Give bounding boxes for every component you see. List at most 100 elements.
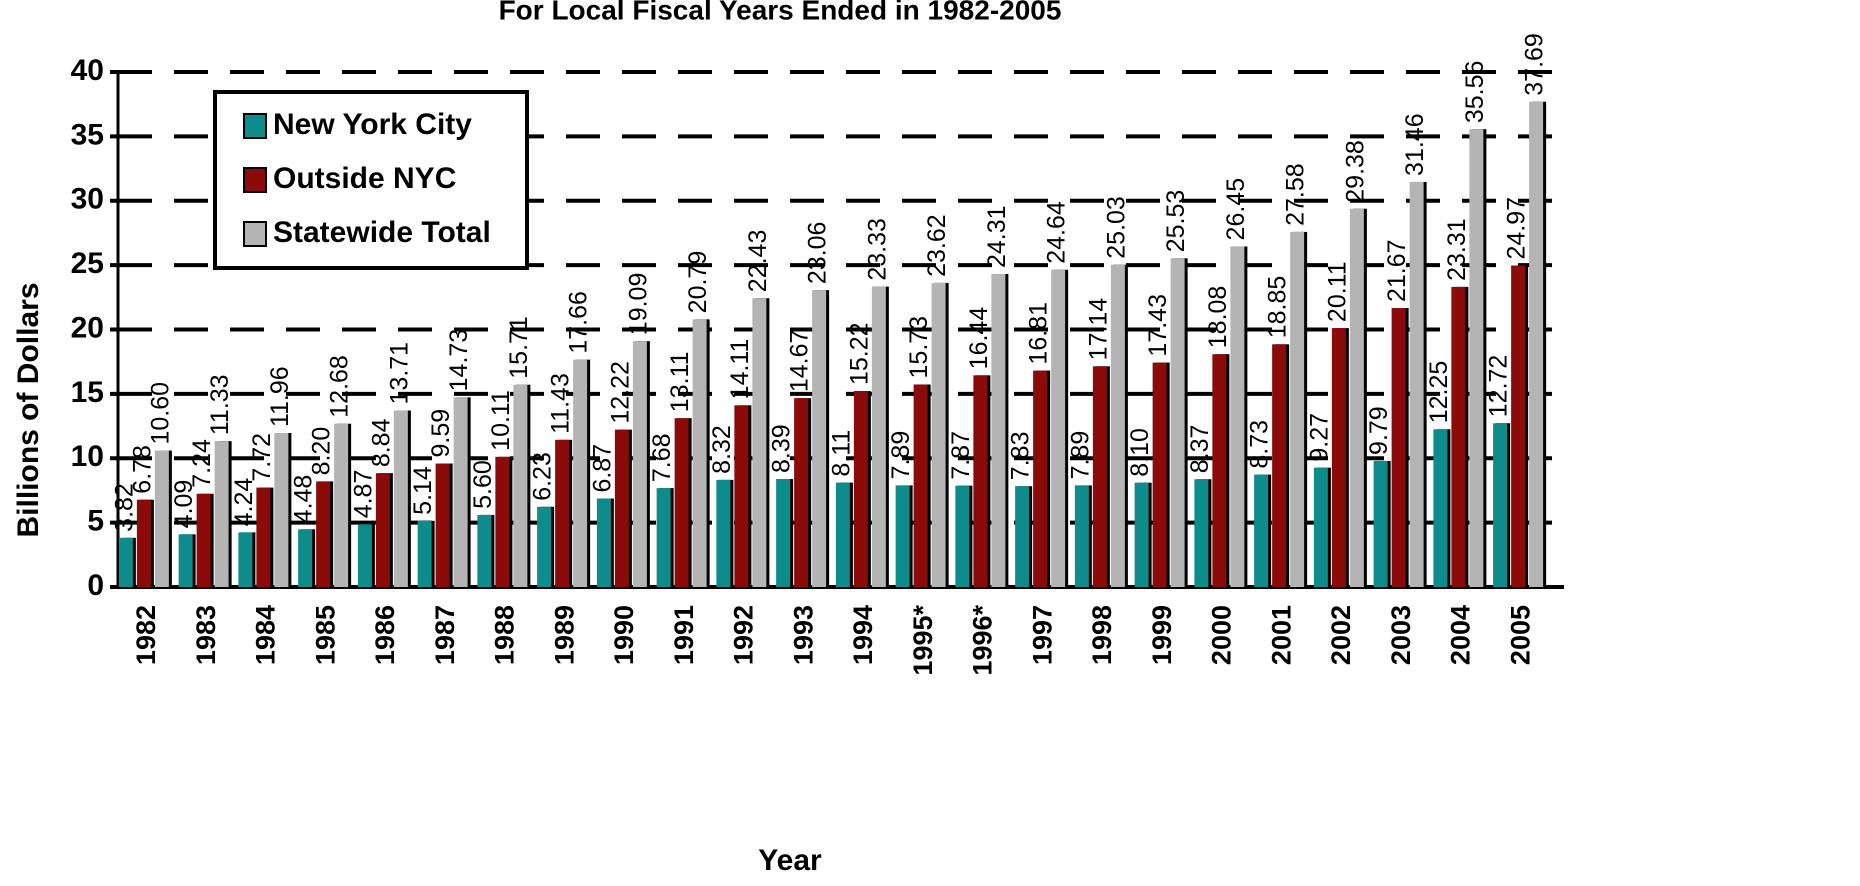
bar [1254, 474, 1269, 587]
x-tick-label: 1994 [848, 605, 878, 665]
x-axis-title: Year [758, 844, 822, 877]
value-label: 14.11 [726, 339, 754, 400]
x-tick-label: 1995* [908, 605, 938, 676]
bar [895, 485, 910, 587]
x-tick-label: 1991 [669, 605, 699, 665]
bar [393, 410, 408, 587]
value-label: 8.11 [827, 430, 855, 477]
bar [812, 290, 827, 587]
value-label: 23.62 [923, 214, 951, 277]
x-tick-label: 1987 [430, 605, 460, 665]
value-label: 24.64 [1043, 201, 1071, 264]
bar [1170, 258, 1185, 587]
value-label: 10.11 [487, 390, 515, 451]
value-label: 22.43 [744, 230, 772, 293]
bar [853, 391, 868, 587]
bar [1373, 460, 1388, 587]
bar [1511, 265, 1526, 587]
bar [1272, 344, 1287, 587]
legend: New York City Outside NYC Statewide Total [213, 90, 529, 270]
bar [1433, 429, 1448, 587]
value-label: 5.14 [409, 466, 437, 515]
bar [1194, 479, 1209, 587]
bar [154, 450, 169, 587]
value-label: 20.79 [684, 251, 712, 314]
value-label: 7.87 [947, 431, 975, 480]
legend-swatch [243, 167, 267, 193]
value-label: 20.11 [1323, 261, 1351, 322]
bar [913, 384, 928, 587]
bar [1349, 208, 1364, 588]
y-tick-label: 25 [71, 247, 104, 280]
value-label: 11.96 [266, 366, 294, 427]
x-tick-label: 1989 [549, 605, 579, 665]
value-label: 3.82 [110, 483, 138, 532]
x-tick-label: 2001 [1266, 605, 1296, 665]
x-tick-label: 2000 [1207, 605, 1237, 665]
value-label: 6.78 [128, 445, 156, 494]
value-label: 12.25 [1425, 361, 1453, 424]
bar [453, 397, 468, 587]
bar [274, 433, 289, 587]
bar [794, 398, 809, 587]
bar [614, 429, 629, 587]
value-label: 8.20 [308, 427, 336, 476]
bar [1493, 423, 1508, 587]
bar [256, 487, 271, 587]
value-label: 8.32 [708, 425, 736, 474]
value-label: 15.71 [505, 316, 533, 379]
value-label: 25.03 [1102, 196, 1130, 259]
bar [555, 439, 570, 587]
bar [136, 499, 151, 587]
x-tick-label: 1998 [1087, 605, 1117, 665]
value-label: 15.22 [845, 322, 873, 385]
value-label: 25.53 [1162, 190, 1190, 253]
bar [1451, 286, 1466, 587]
x-tick-label: 1986 [370, 605, 400, 665]
value-label: 4.87 [349, 470, 377, 519]
x-tick-label: 2005 [1505, 605, 1535, 665]
value-label: 29.38 [1341, 140, 1369, 203]
bar [632, 341, 647, 587]
x-tick-label: 1997 [1027, 605, 1057, 665]
value-label: 11.33 [206, 374, 234, 435]
value-label: 9.27 [1305, 413, 1333, 462]
value-label: 35.56 [1461, 61, 1489, 124]
value-label: 23.31 [1443, 218, 1471, 281]
x-tick-label: 1988 [490, 605, 520, 665]
value-label: 18.08 [1204, 286, 1232, 349]
value-label: 4.09 [170, 480, 198, 529]
value-label: 5.60 [469, 460, 497, 509]
bar [1529, 101, 1544, 588]
legend-label: Outside NYC [273, 162, 456, 195]
x-tick-label: 1992 [729, 605, 759, 665]
bar [357, 524, 372, 587]
value-label: 37.69 [1521, 33, 1549, 96]
value-label: 13.11 [666, 351, 694, 412]
bar [955, 485, 970, 587]
x-tick-label: 2004 [1446, 605, 1476, 665]
value-label: 19.09 [624, 273, 652, 336]
bar [931, 282, 946, 587]
bar [1033, 370, 1048, 587]
y-tick-label: 0 [87, 569, 104, 602]
x-tick-label: 1983 [191, 605, 221, 665]
bar [991, 274, 1006, 587]
y-tick-label: 35 [71, 118, 104, 151]
bar [375, 473, 390, 587]
bar [716, 479, 731, 587]
value-label: 24.31 [983, 205, 1011, 268]
value-label: 16.81 [1025, 302, 1053, 365]
bar [1391, 307, 1406, 587]
bar [477, 514, 492, 587]
y-tick-label: 30 [71, 183, 104, 216]
value-label: 16.44 [965, 307, 993, 370]
y-tick-label: 5 [87, 505, 104, 538]
bar [1134, 482, 1149, 587]
bar [214, 441, 229, 587]
bar [118, 537, 133, 587]
bar [656, 488, 671, 587]
legend-label: New York City [273, 108, 472, 141]
value-label: 23.33 [863, 218, 891, 281]
